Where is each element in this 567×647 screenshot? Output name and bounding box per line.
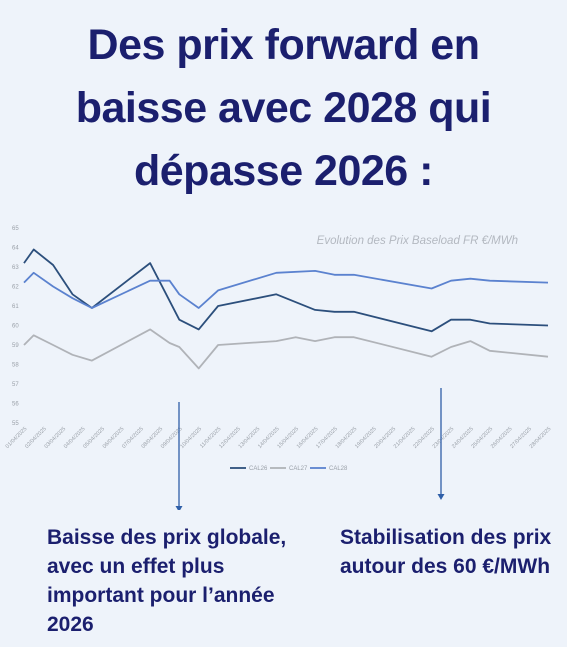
series-line-cal28 <box>23 270 549 309</box>
headline-line-2: baisse avec 2028 qui <box>75 84 492 132</box>
legend-label-cal28: CAL28 <box>329 466 348 472</box>
chart-title: Evolution des Prix Baseload FR €/MWh <box>317 235 518 247</box>
headline-line-1: Des prix forward en <box>87 21 480 69</box>
y-tick-label: 58 <box>12 363 19 369</box>
y-tick-label: 57 <box>12 382 19 388</box>
y-tick-label: 62 <box>12 285 19 291</box>
series-line-cal26 <box>23 248 549 333</box>
y-tick-label: 61 <box>12 304 19 310</box>
annotation-arrowhead-right <box>437 494 445 500</box>
headline-line-3: dépasse 2026 : <box>134 147 433 195</box>
y-tick-label: 56 <box>12 402 19 408</box>
headline: Des prix forward en baisse avec 2028 qui… <box>0 14 567 203</box>
caption-left: Baisse des prix globale, avec un effet p… <box>47 526 287 636</box>
legend-label-cal26: CAL26 <box>249 466 268 472</box>
y-tick-label: 63 <box>12 265 19 271</box>
series-line-cal27 <box>23 328 549 370</box>
annotation-arrowhead-left <box>175 506 183 510</box>
y-tick-label: 59 <box>12 343 19 349</box>
price-chart: Evolution des Prix Baseload FR €/MWh 55 56… <box>5 226 552 510</box>
caption-right: Stabilisation des prix autour des 60 €/M… <box>340 526 552 578</box>
y-tick-label: 60 <box>12 324 19 330</box>
y-tick-label: 55 <box>12 421 19 427</box>
legend-label-cal27: CAL27 <box>289 466 308 472</box>
y-tick-label: 64 <box>12 246 19 252</box>
y-tick-label: 65 <box>12 226 19 232</box>
